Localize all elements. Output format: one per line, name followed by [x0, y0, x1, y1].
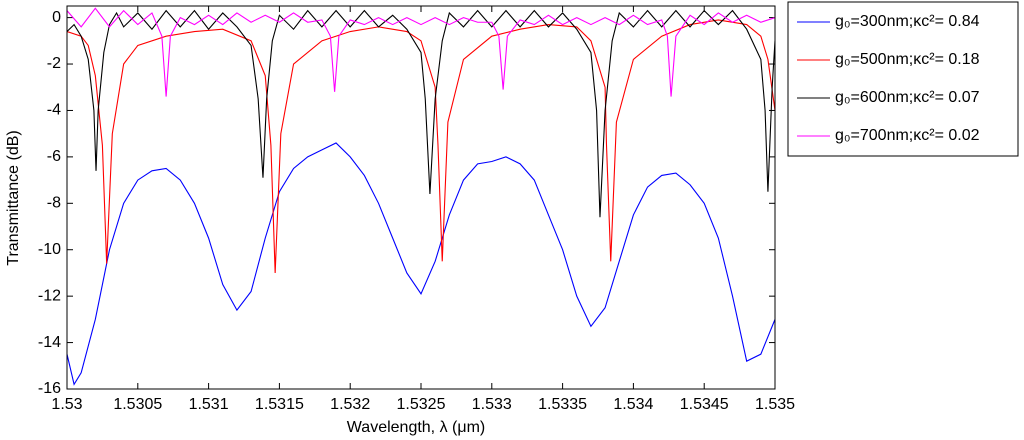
x-tick-label: 1.5315 [255, 396, 304, 413]
legend-box [787, 1, 1019, 157]
x-tick-label: 1.53 [51, 396, 82, 413]
x-tick-label: 1.532 [330, 396, 370, 413]
legend-label: g₀=300nm;κc²= 0.84 [835, 13, 980, 30]
y-tick-label: 0 [52, 9, 61, 26]
x-tick-label: 1.5335 [538, 396, 587, 413]
y-tick-label: -4 [47, 102, 61, 119]
series-line [67, 19, 775, 273]
plot-frame [66, 5, 776, 390]
x-axis-label: Wavelength, λ (μm) [347, 419, 485, 436]
series-line [67, 7, 775, 97]
y-tick-label: -6 [47, 148, 61, 165]
y-tick-label: -16 [38, 380, 61, 397]
y-tick-label: -12 [38, 287, 61, 304]
y-tick-label: -10 [38, 241, 61, 258]
legend-label: g₀=700nm;κc²= 0.02 [835, 127, 980, 144]
legend-label: g₀=600nm;κc²= 0.07 [835, 89, 980, 106]
x-tick-label: 1.533 [472, 396, 512, 413]
series-line [67, 142, 775, 386]
y-axis-label: Transmittance (dB) [5, 130, 22, 265]
y-tick-label: -8 [47, 195, 61, 212]
legend-label: g₀=500nm;κc²= 0.18 [835, 51, 980, 68]
x-tick-label: 1.531 [189, 396, 229, 413]
x-tick-label: 1.535 [755, 396, 795, 413]
y-tick-label: -2 [47, 55, 61, 72]
x-tick-label: 1.5345 [680, 396, 729, 413]
y-tick-label: -14 [38, 334, 61, 351]
x-tick-label: 1.5305 [113, 396, 162, 413]
x-tick-label: 1.534 [613, 396, 653, 413]
x-tick-label: 1.5325 [397, 396, 446, 413]
